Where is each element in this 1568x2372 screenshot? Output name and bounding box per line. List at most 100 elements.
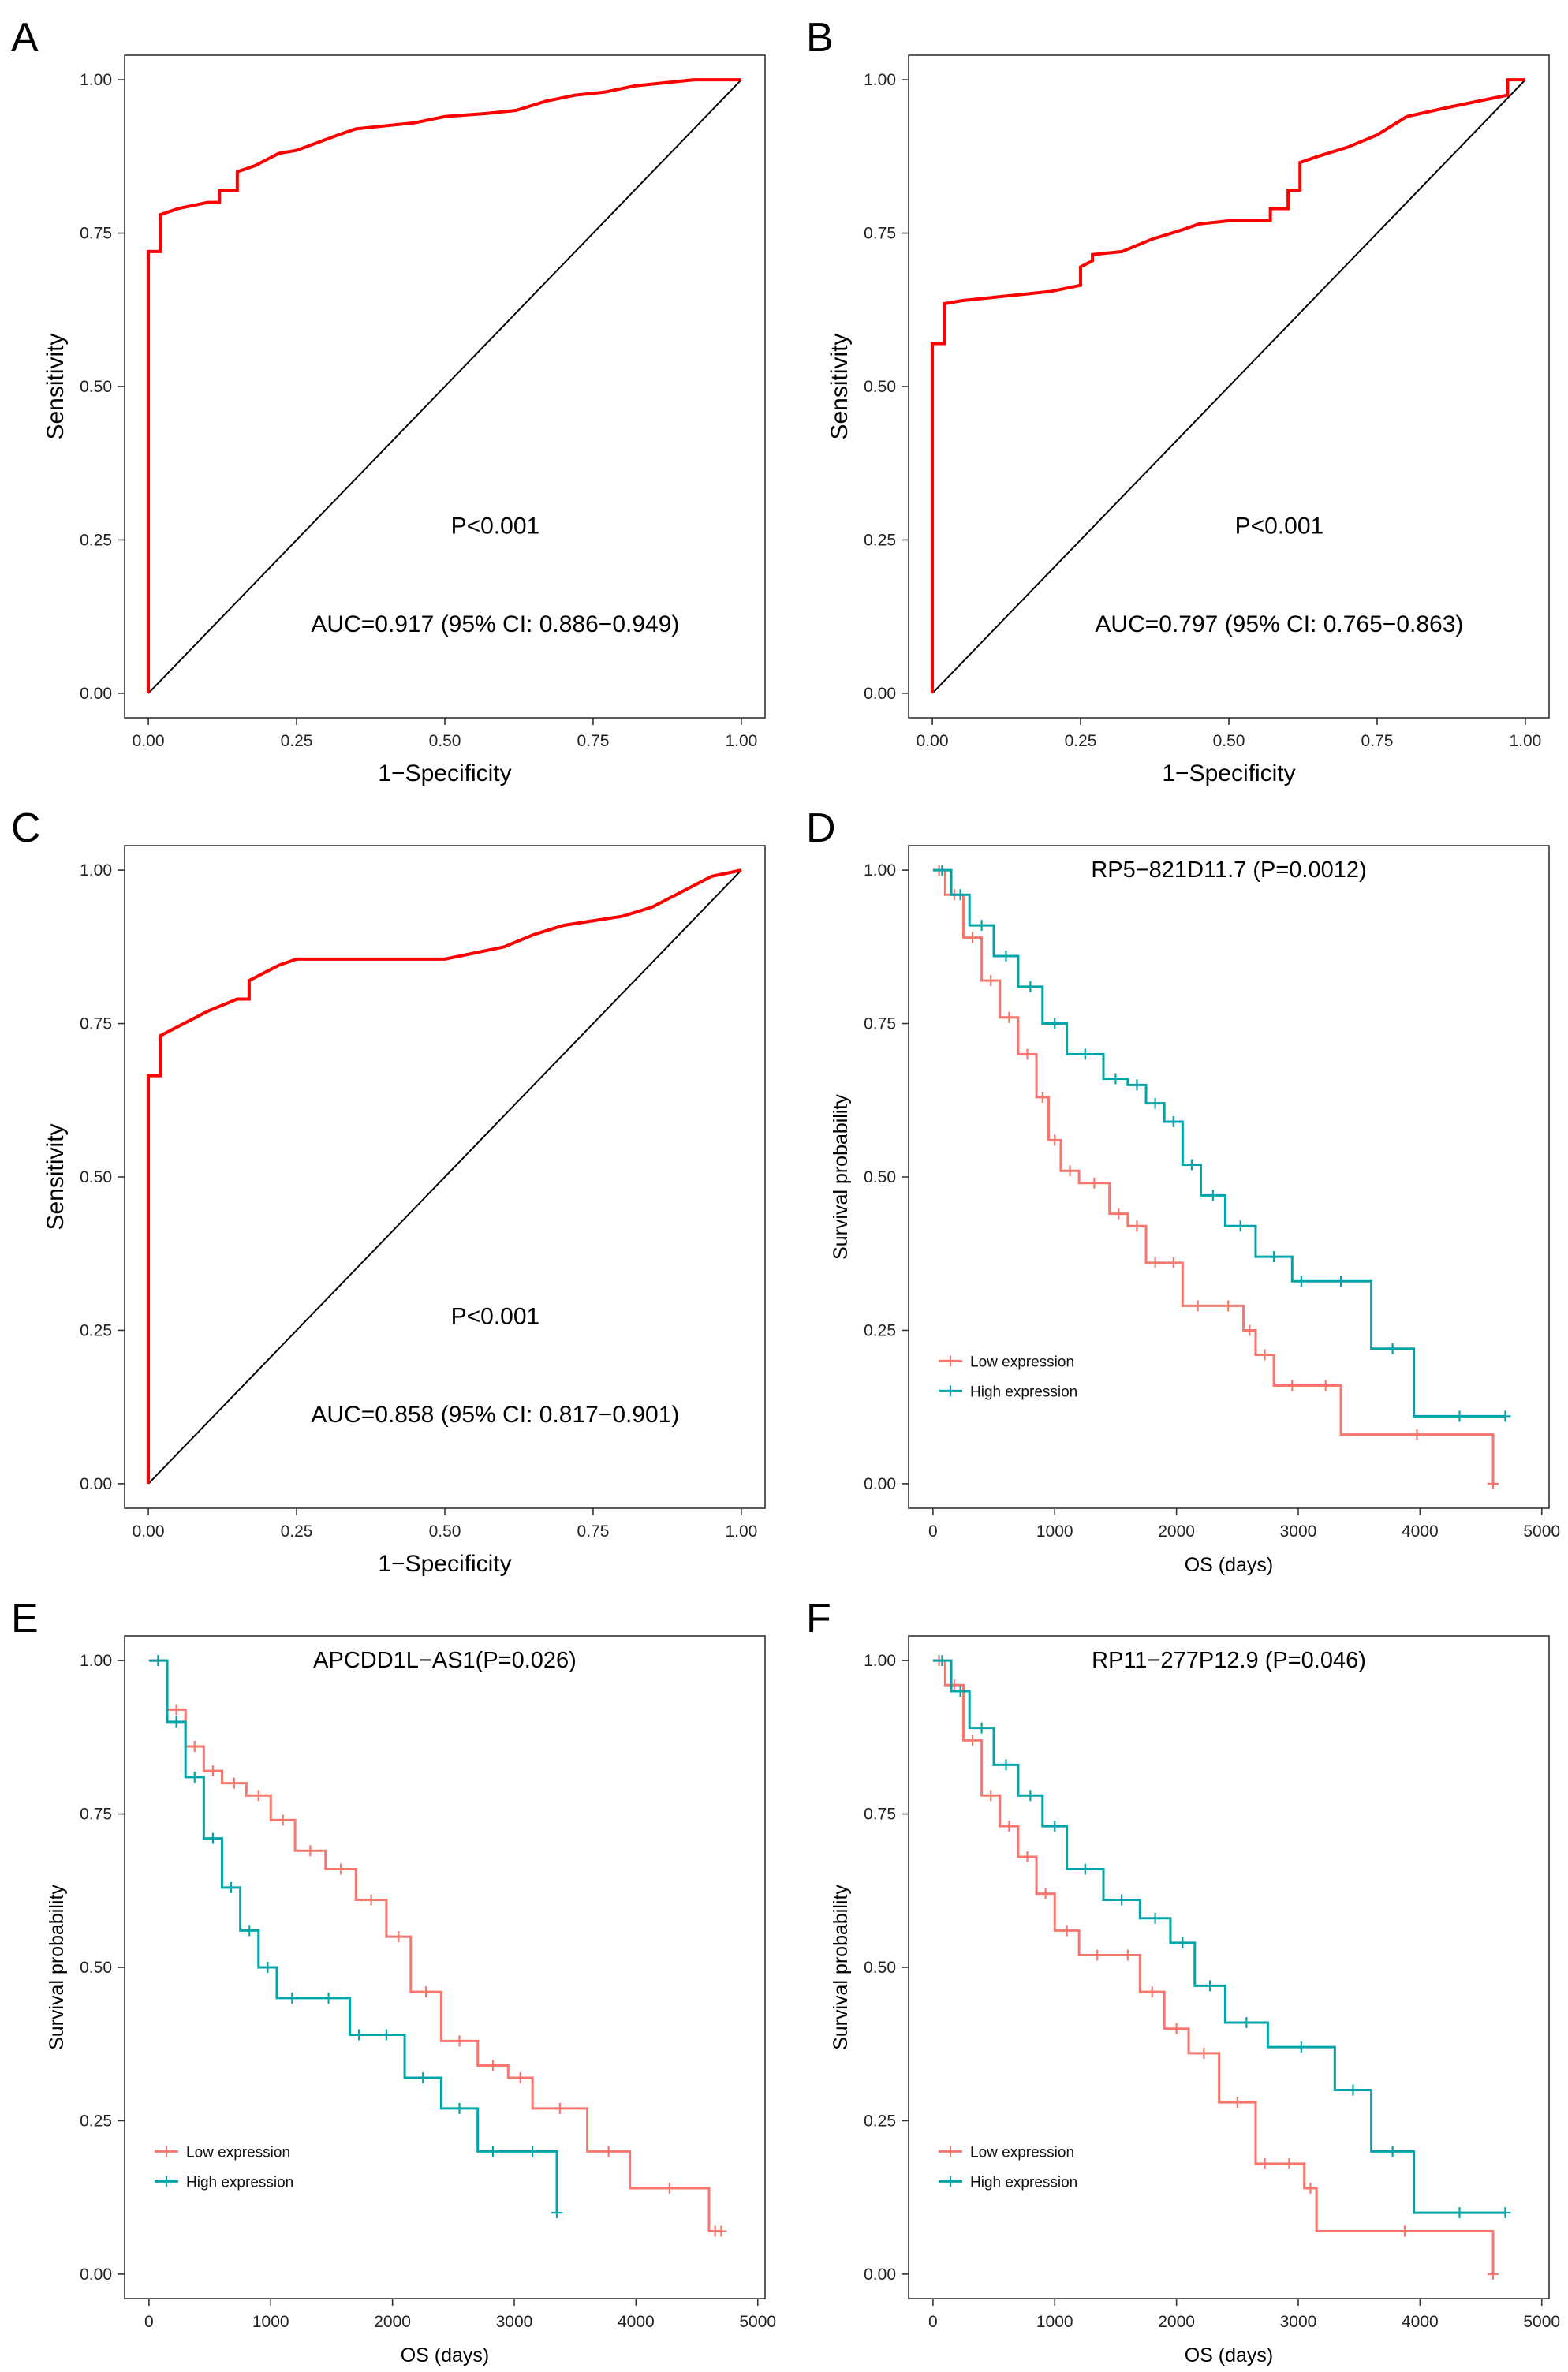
censor-mark xyxy=(967,932,979,943)
auc-annotation: AUC=0.858 (95% CI: 0.817−0.901) xyxy=(311,1402,679,1428)
censor-mark xyxy=(252,1790,264,1802)
x-tick-label: 0.75 xyxy=(577,732,610,750)
censor-mark xyxy=(1387,1343,1398,1354)
panel-d: D 0 1000 2000 3000 4000 5000 0.00 0.25 0.50 0.75 1… xyxy=(784,790,1568,1581)
plot-frame xyxy=(908,1635,1550,2299)
x-axis-label: OS (days) xyxy=(1185,2344,1274,2366)
censor-mark xyxy=(207,1765,218,1777)
censor-mark xyxy=(244,1925,256,1937)
censor-mark xyxy=(226,1881,237,1893)
x-tick-label: 0.75 xyxy=(1361,732,1394,750)
panel-f: F 0 1000 2000 3000 4000 5000 0.00 0.25 0.50 0.75 1… xyxy=(784,1581,1568,2371)
censor-mark xyxy=(1040,1888,1051,1899)
y-tick-label: 0.50 xyxy=(864,1168,896,1186)
legend-label: High expression xyxy=(970,1384,1077,1400)
roc-curve xyxy=(147,78,741,693)
censor-mark xyxy=(514,2072,526,2083)
y-tick-label: 0.50 xyxy=(80,1959,112,1977)
panel-label: F xyxy=(806,1596,831,1642)
censor-mark xyxy=(527,2146,539,2157)
roc-chart: 0.00 0.25 0.50 0.75 1.00 0.00 0.25 0.50 0.75 1.00… xyxy=(43,54,766,786)
panel-label: D xyxy=(806,805,836,851)
censor-mark xyxy=(170,1716,182,1728)
censor-mark xyxy=(954,889,966,901)
censor-mark xyxy=(1025,1790,1036,1802)
roc-curve xyxy=(147,868,742,1484)
survival-curve-high xyxy=(932,868,1506,1418)
x-tick-label: 0.50 xyxy=(1213,732,1245,750)
censor-mark xyxy=(1499,2207,1511,2219)
censor-mark xyxy=(1149,1912,1161,1924)
censor-mark xyxy=(936,1655,948,1667)
y-tick-label: 0.00 xyxy=(80,685,112,703)
censor-mark xyxy=(487,2146,498,2157)
censor-mark xyxy=(353,2029,365,2041)
p-value-annotation: P<0.001 xyxy=(1235,514,1324,540)
censor-mark xyxy=(1110,1073,1122,1085)
x-axis-label: OS (days) xyxy=(1185,1554,1274,1576)
y-axis-label: Survival probability xyxy=(46,1885,68,2050)
y-tick-label: 0.50 xyxy=(864,378,896,396)
y-axis-label: Sensitivity xyxy=(43,333,69,439)
censor-mark xyxy=(1399,2225,1411,2237)
censor-mark xyxy=(1259,2157,1271,2169)
legend-label: High expression xyxy=(970,2174,1077,2191)
censor-mark xyxy=(1283,2157,1295,2169)
x-tick-label: 1000 xyxy=(252,2313,289,2331)
p-value-annotation: P<0.001 xyxy=(451,514,540,540)
censor-mark xyxy=(1198,2047,1210,2059)
x-axis-label: 1−Specificity xyxy=(378,760,511,786)
roc-chart: 0.00 0.25 0.50 0.75 1.00 0.00 0.25 0.50 0.75 1.00… xyxy=(827,54,1550,786)
x-tick-label: 0.00 xyxy=(917,732,949,750)
x-tick-label: 0.50 xyxy=(429,1522,461,1541)
censor-mark xyxy=(1170,2023,1182,2034)
censor-mark xyxy=(954,1686,966,1697)
x-tick-label: 0.00 xyxy=(133,732,165,750)
censor-mark xyxy=(715,2225,727,2237)
censor-mark xyxy=(1003,1821,1015,1832)
censor-mark xyxy=(1064,1165,1076,1177)
censor-mark xyxy=(420,1986,432,1998)
x-axis-label: 1−Specificity xyxy=(378,1551,511,1577)
panel-b: B 0.00 0.25 0.50 0.75 1.00 0.00 0.25 0.50 0.75 1.… xyxy=(784,0,1568,790)
censor-mark xyxy=(1286,1380,1298,1391)
x-tick-label: 0.50 xyxy=(429,732,461,750)
censor-mark xyxy=(976,1722,987,1734)
censor-mark xyxy=(967,1735,979,1746)
y-tick-label: 1.00 xyxy=(864,71,896,89)
censor-mark xyxy=(1204,1980,1216,1992)
censor-mark xyxy=(189,1741,200,1752)
legend-label: High expression xyxy=(186,2174,293,2191)
censor-mark xyxy=(1207,1190,1219,1201)
survival-curve-high xyxy=(148,1659,558,2213)
censor-mark xyxy=(1244,1324,1256,1336)
y-tick-label: 0.00 xyxy=(864,1475,896,1493)
legend-label: Low expression xyxy=(970,1354,1074,1370)
censor-mark xyxy=(1231,2097,1243,2109)
censor-mark xyxy=(1177,1937,1189,1948)
panel-c: C 0.00 0.25 0.50 0.75 1.00 0.00 0.25 0.50 0.75 1.… xyxy=(0,790,784,1581)
y-tick-label: 0.25 xyxy=(864,1321,896,1339)
censor-mark xyxy=(365,1894,377,1906)
x-tick-label: 2000 xyxy=(1158,2313,1195,2331)
y-tick-label: 1.00 xyxy=(864,861,896,880)
y-tick-label: 0.00 xyxy=(864,2266,896,2284)
censor-mark xyxy=(277,1814,289,1826)
panel-label: C xyxy=(11,805,41,851)
censor-mark xyxy=(1223,1300,1234,1312)
censor-mark xyxy=(189,1771,200,1783)
censor-mark xyxy=(1241,2017,1253,2028)
roc-chart: 0.00 0.25 0.50 0.75 1.00 0.00 0.25 0.50 0.75 1.00… xyxy=(43,845,766,1577)
y-tick-label: 0.75 xyxy=(864,1015,896,1033)
panel-label: B xyxy=(806,15,834,61)
x-tick-label: 1.00 xyxy=(1509,732,1541,750)
censor-mark xyxy=(1003,1011,1015,1023)
x-tick-label: 0 xyxy=(928,2313,938,2331)
x-tick-label: 0.25 xyxy=(1065,732,1097,750)
x-tick-label: 1.00 xyxy=(725,1522,757,1541)
survival-curve-high xyxy=(932,1659,1506,2214)
censor-mark xyxy=(1025,981,1036,992)
y-axis-label: Sensitivity xyxy=(827,333,853,439)
censor-mark xyxy=(454,2035,465,2047)
censor-mark xyxy=(286,1992,298,2004)
